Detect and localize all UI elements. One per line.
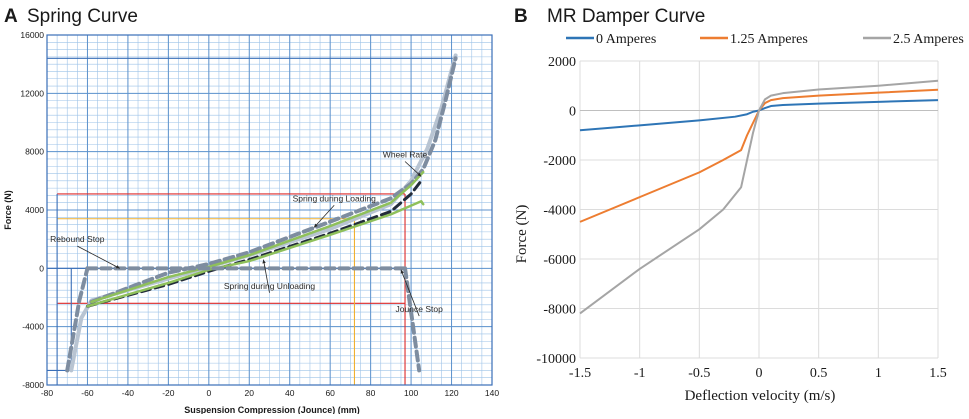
damper-y-tick-label: -2000 [543, 154, 576, 169]
spring-annotation-arrow-4 [400, 269, 420, 317]
spring-x-tick-label: 60 [325, 388, 335, 398]
damper-y-tick-label: 0 [569, 105, 576, 120]
spring-series-line-2 [85, 179, 423, 308]
spring-x-tick-label: -40 [122, 388, 135, 398]
spring-y-tick-label: 16000 [20, 30, 44, 40]
spring-y-tick-label: -8000 [22, 380, 44, 390]
damper-legend: 0 Amperes 1.25 Amperes 2.5 Amperes [566, 32, 964, 47]
spring-annotation-3: Spring during Unloading [224, 281, 315, 291]
damper-legend-label-0: 0 Amperes [596, 32, 656, 47]
spring-y-axis-label: Force (N) [3, 190, 13, 230]
spring-x-tick-label: -20 [162, 388, 175, 398]
spring-annotation-arrowhead-0 [417, 172, 422, 177]
spring-series-line-1 [89, 56, 458, 304]
damper-axes: -1.5 -1 -0.5 0 0.5 1 1.5 2000 0 -2000 -4000 -6000 -8… [536, 55, 946, 381]
panel-a: A Spring Curve Wheel Rate Spring during L… [3, 6, 499, 415]
spring-plot-frame [46, 34, 493, 386]
damper-y-tick-label: -10000 [536, 352, 576, 367]
spring-series-line-5 [65, 266, 90, 373]
spring-annotation-arrow-3 [263, 259, 270, 293]
spring-annotation-arrow-1 [313, 204, 335, 228]
damper-x-tick-label: 1.5 [929, 366, 947, 381]
spring-annotations: Wheel Rate Spring during Loading Rebound S… [50, 150, 443, 317]
spring-axes: -80 -60 -40 -20 0 20 40 60 80 100 120 140 -8000 -4000… [20, 30, 499, 398]
spring-x-axis-label: Suspension Compression (Jounce) (mm) [184, 405, 360, 414]
damper-y-tick-label: -8000 [543, 303, 576, 318]
spring-x-tick-label: 0 [206, 388, 211, 398]
spring-y-tick-label: 8000 [25, 147, 44, 157]
panel-a-letter: A [4, 6, 18, 27]
damper-x-tick-label: -1.5 [569, 366, 591, 381]
panel-b-letter: B [514, 6, 528, 27]
spring-x-tick-label: 120 [444, 388, 458, 398]
damper-x-axis-label: Deflection velocity (m/s) [685, 388, 836, 404]
damper-y-tick-label: -4000 [543, 204, 576, 219]
damper-legend-label-2: 2.5 Amperes [893, 32, 964, 47]
damper-series-line-1 [579, 88, 939, 223]
spring-x-tick-label: 140 [485, 388, 499, 398]
damper-y-tick-label: 2000 [548, 55, 576, 70]
panel-b-title: MR Damper Curve [547, 6, 705, 27]
spring-annotation-4: Jounce Stop [396, 304, 444, 314]
spring-x-tick-label: 80 [366, 388, 376, 398]
spring-annotation-arrowhead-4 [400, 269, 404, 274]
damper-grid [579, 60, 939, 359]
damper-x-tick-label: 0.5 [810, 366, 828, 381]
damper-x-tick-label: 0 [756, 366, 763, 381]
panel-b: B MR Damper Curve 0 Amperes 1.25 Amperes 2… [514, 6, 964, 404]
spring-x-tick-label: 20 [245, 388, 255, 398]
spring-annotation-1: Spring during Loading [293, 193, 376, 203]
damper-x-tick-label: -0.5 [688, 366, 710, 381]
damper-series [579, 79, 939, 315]
spring-annotation-arrowhead-2 [115, 265, 120, 269]
spring-annotation-arrow-2 [77, 245, 121, 269]
damper-legend-label-1: 1.25 Amperes [730, 32, 808, 47]
spring-y-tick-label: 4000 [25, 205, 44, 215]
damper-y-tick-label: -6000 [543, 253, 576, 268]
spring-annotation-2: Rebound Stop [50, 234, 105, 244]
damper-y-axis-label: Force (N) [514, 205, 530, 264]
spring-series-line-4 [86, 200, 425, 308]
damper-x-tick-label: -1 [634, 366, 646, 381]
spring-y-tick-label: -4000 [22, 322, 44, 332]
spring-grid [46, 34, 493, 386]
spring-x-tick-label: 40 [285, 388, 295, 398]
spring-annotation-arrow-0 [404, 161, 422, 177]
spring-x-tick-label: -60 [81, 388, 94, 398]
panel-a-title: Spring Curve [27, 6, 138, 27]
spring-x-tick-label: -80 [41, 388, 54, 398]
spring-annotation-arrowhead-1 [314, 223, 318, 228]
spring-x-tick-label: 100 [404, 388, 418, 398]
spring-annotation-arrowhead-3 [262, 259, 266, 264]
spring-series-line-3 [90, 170, 425, 304]
spring-y-tick-label: 0 [39, 263, 44, 273]
damper-x-tick-label: 1 [875, 366, 882, 381]
spring-annotation-0: Wheel Rate [383, 150, 428, 160]
damper-series-line-2 [579, 79, 939, 315]
spring-y-tick-label: 12000 [20, 88, 44, 98]
